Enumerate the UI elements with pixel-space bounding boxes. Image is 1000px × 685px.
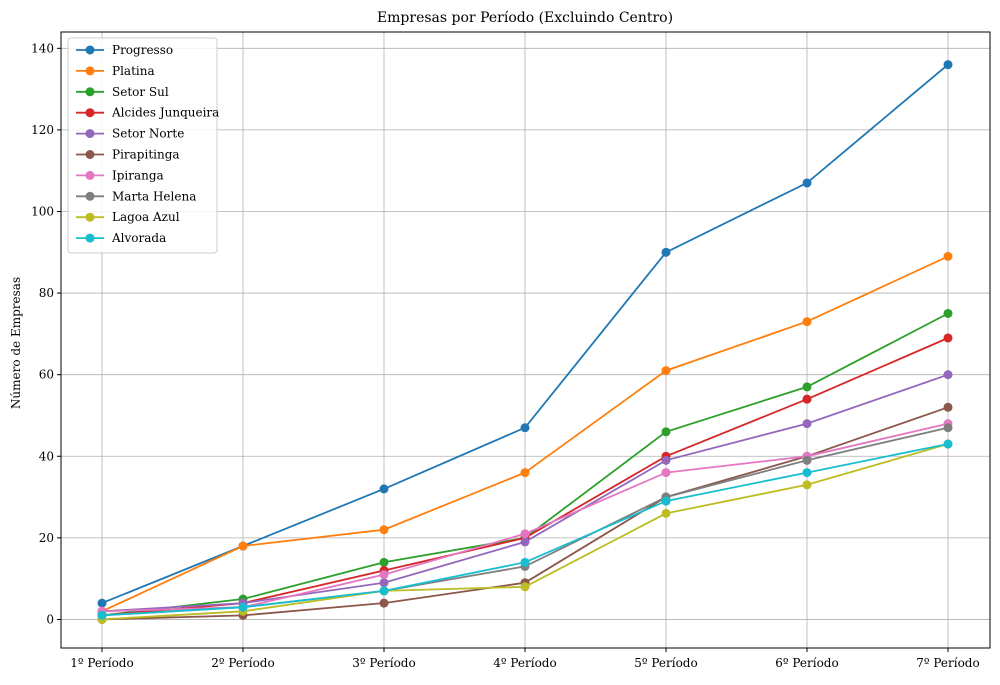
series-group [97,60,953,624]
data-point [520,557,530,567]
y-tick-label: 140 [31,41,54,55]
legend-label: Marta Helena [112,189,196,203]
legend-item: Alcides Junqueira [76,106,219,120]
data-point [520,468,530,478]
axes: 1º Período 2º Período 3º Período 4º Período… [31,31,991,670]
legend-label: Setor Norte [112,127,184,141]
series-9 [97,439,953,620]
data-point [97,610,107,620]
legend-item: Marta Helena [76,189,196,203]
legend-label: Platina [112,64,155,78]
data-point [802,178,812,188]
legend-marker [85,66,95,76]
x-tick-label: 2º Período [211,656,274,670]
data-point [379,525,389,535]
data-point [238,541,248,551]
legend-label: Progresso [112,43,173,57]
data-point [661,427,671,437]
legend-marker [85,191,95,201]
data-point [661,366,671,376]
legend-label: Lagoa Azul [112,210,180,224]
x-tick-label: 4º Período [493,656,556,670]
data-point [943,333,953,343]
y-tick-label: 0 [46,612,54,626]
y-tick-label: 20 [39,531,54,545]
data-point [802,382,812,392]
data-point [802,317,812,327]
data-point [802,480,812,490]
data-point [802,455,812,465]
legend-label: Pirapitinga [112,148,180,162]
data-point [661,247,671,257]
y-tick-label: 100 [31,204,54,218]
legend-marker [85,150,95,159]
data-point [943,60,953,70]
data-point [379,598,389,608]
grid-lines [61,32,990,648]
data-point [661,455,671,465]
legend-label: Alvorada [111,231,166,245]
legend-marker [85,129,95,139]
legend-label: Setor Sul [112,85,169,99]
legend-marker [85,45,95,55]
legend-marker [85,108,95,118]
data-point [661,496,671,506]
data-point [943,439,953,449]
data-point [379,586,389,596]
data-point [520,529,530,539]
y-tick-label: 60 [39,368,54,382]
legend-marker [85,87,95,97]
data-point [943,423,953,433]
y-tick-label: 120 [31,123,54,137]
legend-item: Progresso [76,43,173,57]
legend-label: Alcides Junqueira [111,106,219,120]
data-point [379,557,389,567]
legend-marker [85,170,95,180]
data-point [943,402,953,412]
legend-item: Ipiranga [76,168,164,182]
data-point [943,308,953,318]
x-tick-label: 6º Período [775,656,838,670]
data-point [97,598,107,608]
legend-item: Setor Norte [76,127,184,141]
x-tick-label: 5º Período [634,656,697,670]
chart-title: Empresas por Período (Excluindo Centro) [377,10,673,26]
data-point [661,508,671,518]
data-point [802,419,812,429]
data-point [379,570,389,580]
data-point [238,602,248,612]
data-point [943,251,953,261]
x-tick-label: 3º Período [352,656,415,670]
legend-item: Pirapitinga [76,148,180,162]
x-tick-label: 1º Período [70,656,133,670]
data-point [520,537,530,547]
data-point [943,370,953,380]
legend-item: Alvorada [76,231,166,245]
legend-marker [85,212,95,222]
data-point [520,423,530,433]
y-axis-label: Número de Empresas [9,277,23,409]
y-tick-label: 80 [39,286,54,300]
data-point [802,394,812,404]
data-point [520,582,530,592]
legend-label: Ipiranga [112,168,164,182]
y-tick-label: 40 [39,449,54,463]
data-point [379,578,389,588]
legend-marker [85,233,95,243]
data-point [661,468,671,478]
legend: Progresso Platina Setor Sul Alcides Junquei… [67,37,219,254]
x-tick-label: 7º Período [916,656,979,670]
legend-box [67,37,218,254]
data-point [802,468,812,478]
data-point [379,484,389,494]
legend-item: Platina [76,64,155,78]
legend-item: Setor Sul [76,85,169,99]
legend-item: Lagoa Azul [76,210,180,224]
